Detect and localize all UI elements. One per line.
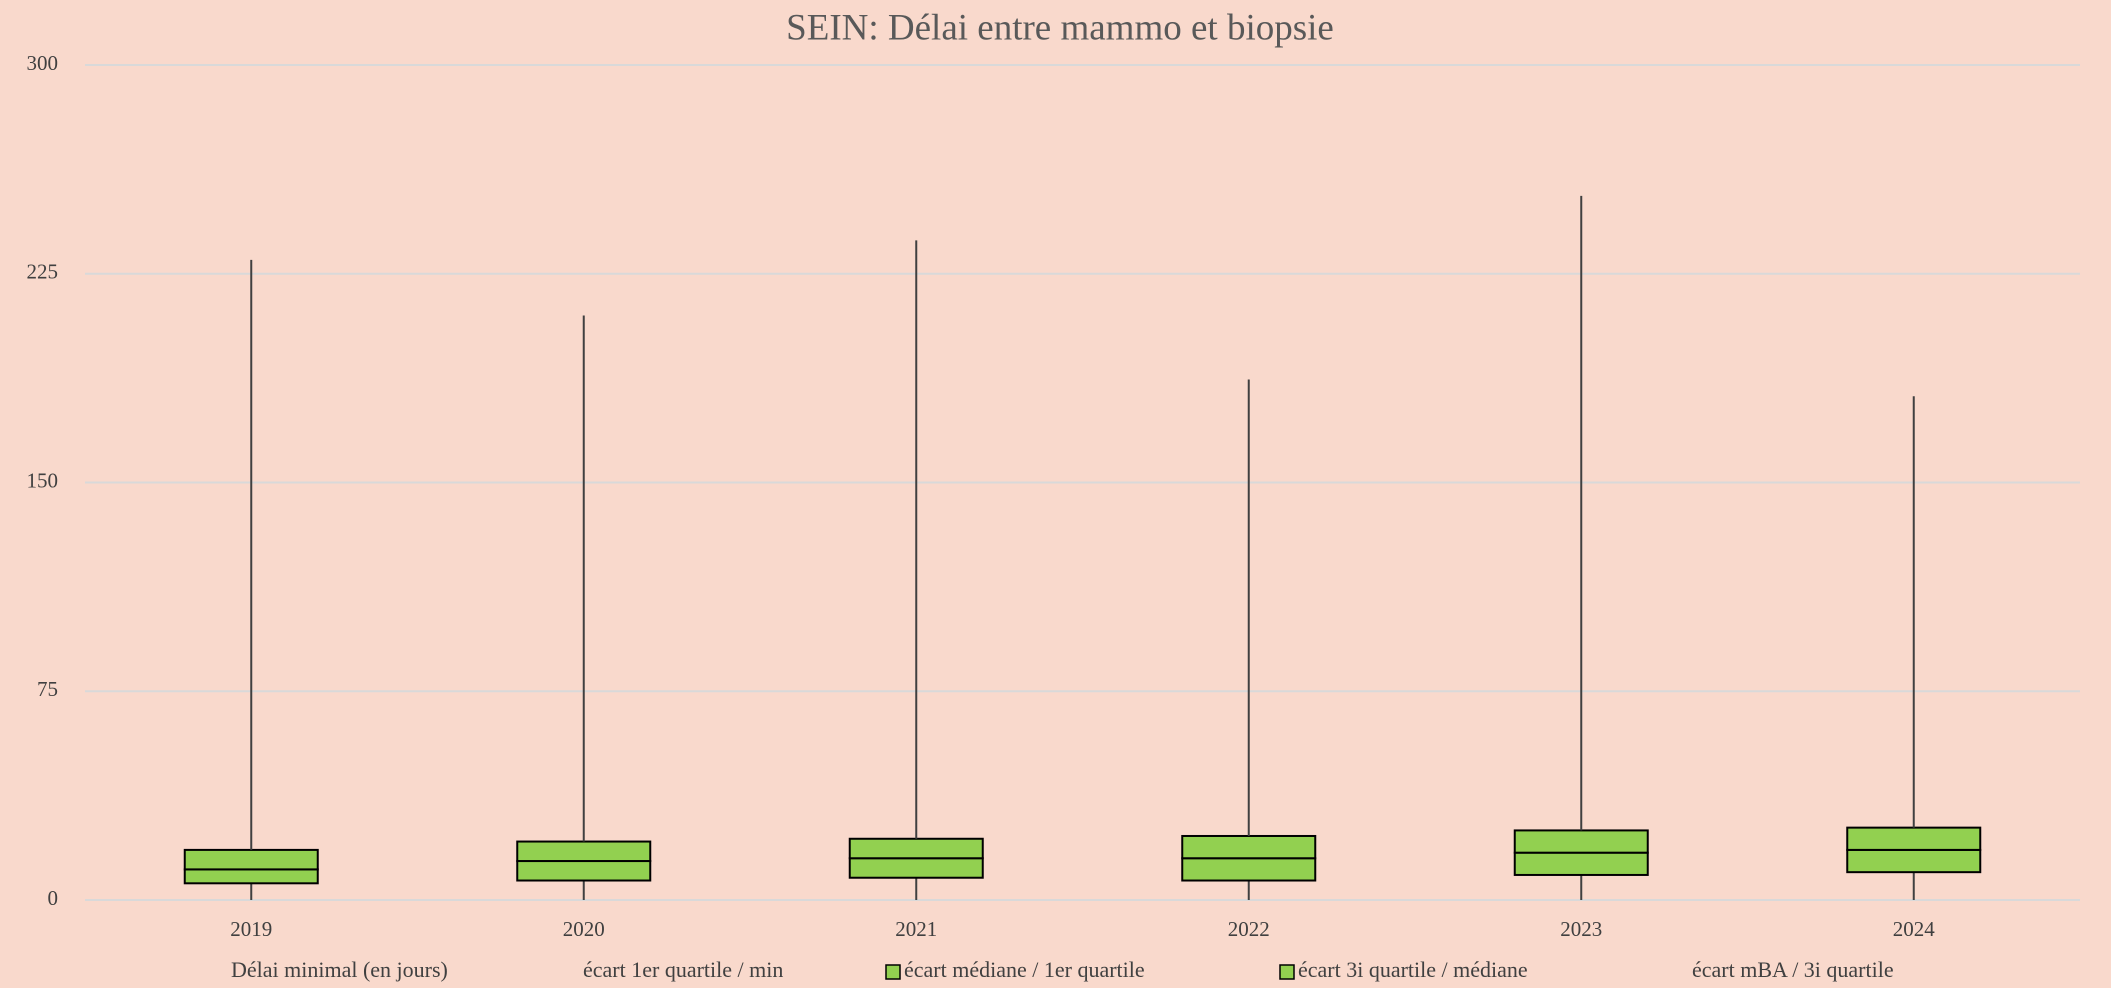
x-tick-label: 2020 xyxy=(563,917,605,941)
legend-swatch xyxy=(885,964,901,980)
chart-title: SEIN: Délai entre mammo et biopsie xyxy=(786,7,1334,48)
box-segment xyxy=(1846,826,1982,851)
legend-swatch xyxy=(1279,964,1295,980)
box-segment xyxy=(1846,848,1982,874)
legend-label: Délai minimal (en jours) xyxy=(231,957,448,982)
box-segment xyxy=(1513,829,1649,854)
x-tick-label: 2019 xyxy=(230,917,272,941)
x-tick-label: 2022 xyxy=(1228,917,1270,941)
box-segment xyxy=(848,857,984,879)
box-segment xyxy=(183,848,319,871)
y-tick-label: 225 xyxy=(27,260,59,284)
x-tick-label: 2023 xyxy=(1560,917,1602,941)
box-segment xyxy=(183,868,319,885)
box-segment xyxy=(1181,834,1317,860)
box-segment xyxy=(1181,857,1317,882)
box-segment xyxy=(516,840,652,863)
legend-label: écart 3i quartile / médiane xyxy=(1298,957,1528,982)
x-tick-label: 2024 xyxy=(1893,917,1936,941)
y-tick-label: 300 xyxy=(27,51,59,75)
box-segment xyxy=(1513,851,1649,876)
legend-label: écart 1er quartile / min xyxy=(583,957,783,982)
legend-label: écart mBA / 3i quartile xyxy=(1692,957,1894,982)
x-tick-label: 2021 xyxy=(895,917,937,941)
legend-label: écart médiane / 1er quartile xyxy=(904,957,1145,982)
box-segment xyxy=(848,837,984,860)
y-tick-label: 0 xyxy=(48,886,59,910)
y-tick-label: 150 xyxy=(27,468,59,492)
box-segment xyxy=(516,860,652,882)
y-tick-label: 75 xyxy=(37,677,58,701)
